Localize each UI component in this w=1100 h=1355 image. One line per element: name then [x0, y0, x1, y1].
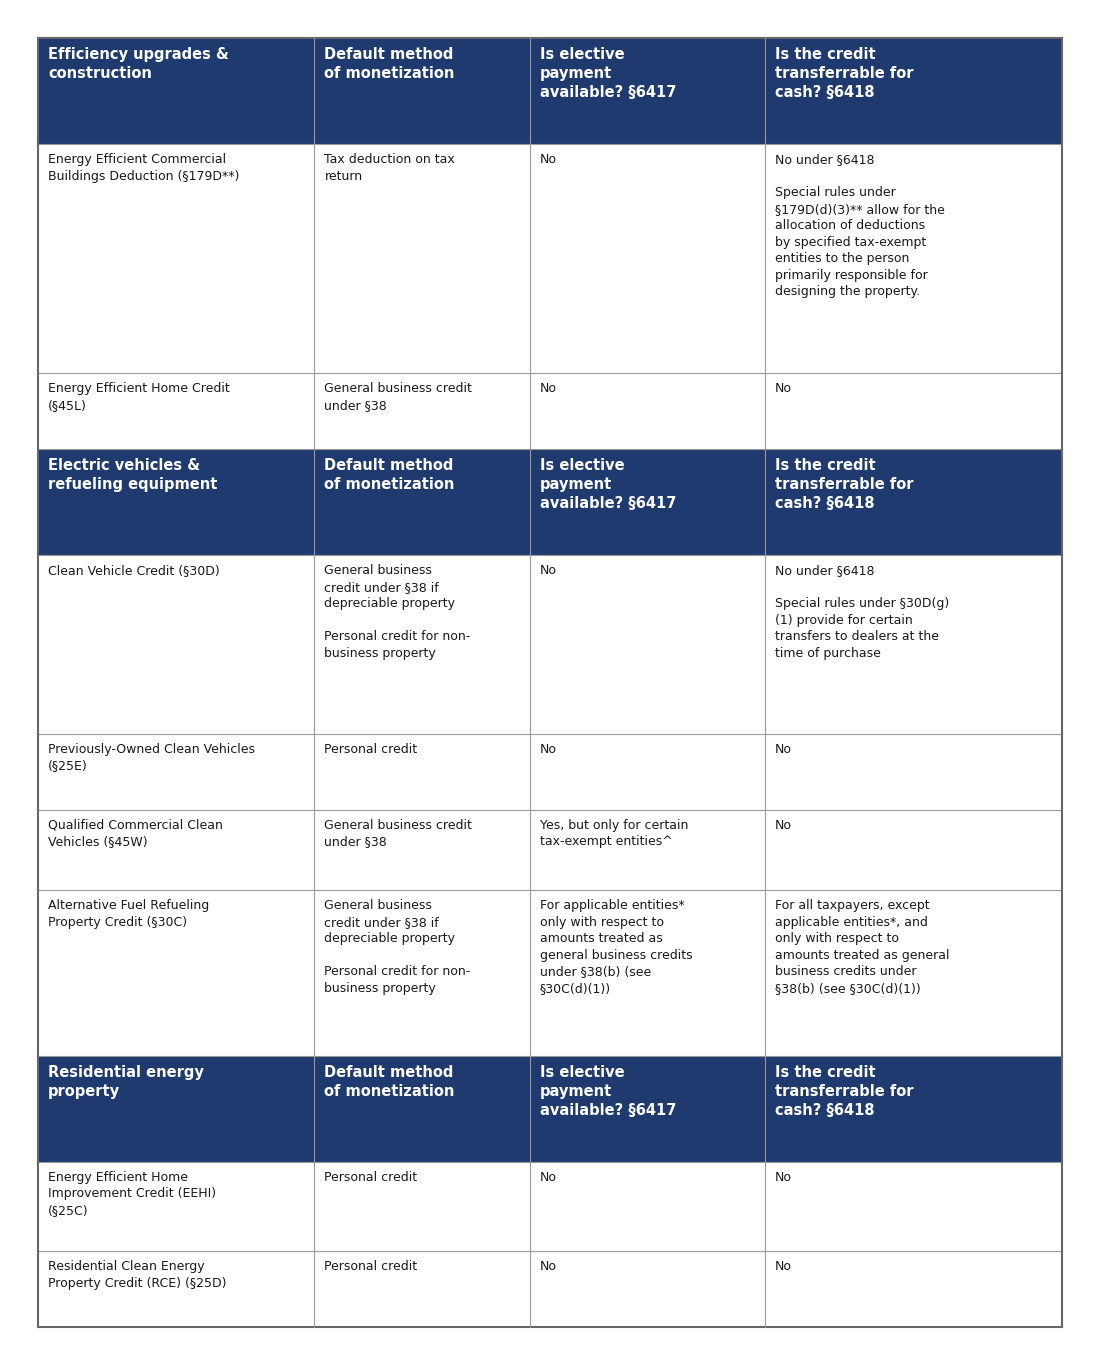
Text: General business credit
under §38: General business credit under §38	[324, 382, 472, 412]
Text: No: No	[539, 382, 557, 396]
Text: General business credit
under §38: General business credit under §38	[324, 818, 472, 848]
Text: Energy Efficient Home Credit
(§45L): Energy Efficient Home Credit (§45L)	[48, 382, 230, 412]
Bar	[315, 1056, 529, 1161]
Text: Clean Vehicle Credit (§30D): Clean Vehicle Credit (§30D)	[48, 564, 220, 577]
Text: Energy Efficient Commercial
Buildings Deduction (§179D**): Energy Efficient Commercial Buildings De…	[48, 153, 240, 183]
Text: Qualified Commercial Clean
Vehicles (§45W): Qualified Commercial Clean Vehicles (§45…	[48, 818, 223, 848]
Bar	[764, 810, 1062, 890]
Text: Is the credit
transferrable for
cash? §6418: Is the credit transferrable for cash? §6…	[776, 458, 913, 511]
Bar	[764, 144, 1062, 373]
Bar	[529, 1056, 764, 1161]
Bar	[315, 1161, 529, 1251]
Text: No under §6418

Special rules under §30D(g)
(1) provide for certain
transfers to: No under §6418 Special rules under §30D(…	[776, 564, 949, 660]
Bar	[764, 1161, 1062, 1251]
Text: Personal credit: Personal credit	[324, 1260, 418, 1274]
Bar	[315, 734, 529, 810]
Text: Is elective
payment
available? §6417: Is elective payment available? §6417	[539, 458, 675, 511]
Text: No: No	[776, 818, 792, 832]
Text: Electric vehicles &
refueling equipment: Electric vehicles & refueling equipment	[48, 458, 218, 492]
Bar	[764, 38, 1062, 144]
Text: For applicable entities*
only with respect to
amounts treated as
general busines: For applicable entities* only with respe…	[539, 900, 692, 995]
Bar	[764, 734, 1062, 810]
Bar	[529, 1251, 764, 1327]
Bar	[39, 1056, 315, 1161]
Bar	[39, 38, 315, 144]
Text: No: No	[539, 564, 557, 577]
Bar	[315, 556, 529, 734]
Text: For all taxpayers, except
applicable entities*, and
only with respect to
amounts: For all taxpayers, except applicable ent…	[776, 900, 949, 995]
Text: No: No	[776, 743, 792, 756]
Text: Personal credit: Personal credit	[324, 1171, 418, 1184]
Text: No: No	[776, 1260, 792, 1274]
Text: General business
credit under §38 if
depreciable property

Personal credit for n: General business credit under §38 if dep…	[324, 564, 471, 660]
Bar	[529, 38, 764, 144]
Bar	[39, 734, 315, 810]
Text: Tax deduction on tax
return: Tax deduction on tax return	[324, 153, 455, 183]
Bar	[764, 890, 1062, 1056]
Bar	[764, 449, 1062, 556]
Text: Is the credit
transferrable for
cash? §6418: Is the credit transferrable for cash? §6…	[776, 47, 913, 100]
Bar	[529, 1161, 764, 1251]
Bar	[764, 556, 1062, 734]
Text: No under §6418

Special rules under
§179D(d)(3)** allow for the
allocation of de: No under §6418 Special rules under §179D…	[776, 153, 945, 298]
Bar	[39, 890, 315, 1056]
Text: Alternative Fuel Refueling
Property Credit (§30C): Alternative Fuel Refueling Property Cred…	[48, 900, 209, 928]
Text: Is elective
payment
available? §6417: Is elective payment available? §6417	[539, 1065, 675, 1118]
Text: Default method
of monetization: Default method of monetization	[324, 47, 455, 81]
Text: Personal credit: Personal credit	[324, 743, 418, 756]
Bar	[315, 373, 529, 449]
Text: Is elective
payment
available? §6417: Is elective payment available? §6417	[539, 47, 675, 100]
Text: Residential Clean Energy
Property Credit (RCE) (§25D): Residential Clean Energy Property Credit…	[48, 1260, 227, 1290]
Bar	[39, 810, 315, 890]
Bar	[764, 1056, 1062, 1161]
Bar	[529, 890, 764, 1056]
Bar	[315, 810, 529, 890]
Bar	[529, 449, 764, 556]
Bar	[529, 810, 764, 890]
Bar	[39, 449, 315, 556]
Text: Residential energy
property: Residential energy property	[48, 1065, 204, 1099]
Bar	[315, 144, 529, 373]
Text: No: No	[776, 382, 792, 396]
Text: No: No	[539, 743, 557, 756]
Bar	[315, 38, 529, 144]
Bar	[315, 1251, 529, 1327]
Bar	[39, 1161, 315, 1251]
Text: Energy Efficient Home
Improvement Credit (EEHI)
(§25C): Energy Efficient Home Improvement Credit…	[48, 1171, 216, 1217]
Bar	[529, 144, 764, 373]
Bar	[39, 1251, 315, 1327]
Text: Efficiency upgrades &
construction: Efficiency upgrades & construction	[48, 47, 229, 81]
Bar	[39, 556, 315, 734]
Bar	[315, 449, 529, 556]
Bar	[315, 890, 529, 1056]
Bar	[764, 373, 1062, 449]
Bar	[764, 1251, 1062, 1327]
Text: No: No	[539, 1260, 557, 1274]
Bar	[39, 144, 315, 373]
Text: Default method
of monetization: Default method of monetization	[324, 1065, 455, 1099]
Bar	[529, 734, 764, 810]
Bar	[529, 556, 764, 734]
Text: No: No	[539, 1171, 557, 1184]
Text: Yes, but only for certain
tax-exempt entities^: Yes, but only for certain tax-exempt ent…	[539, 818, 688, 848]
Text: No: No	[776, 1171, 792, 1184]
Bar	[39, 373, 315, 449]
Text: Default method
of monetization: Default method of monetization	[324, 458, 455, 492]
Bar	[529, 373, 764, 449]
Text: Previously-Owned Clean Vehicles
(§25E): Previously-Owned Clean Vehicles (§25E)	[48, 743, 255, 772]
Text: No: No	[539, 153, 557, 167]
Text: General business
credit under §38 if
depreciable property

Personal credit for n: General business credit under §38 if dep…	[324, 900, 471, 995]
Text: Is the credit
transferrable for
cash? §6418: Is the credit transferrable for cash? §6…	[776, 1065, 913, 1118]
